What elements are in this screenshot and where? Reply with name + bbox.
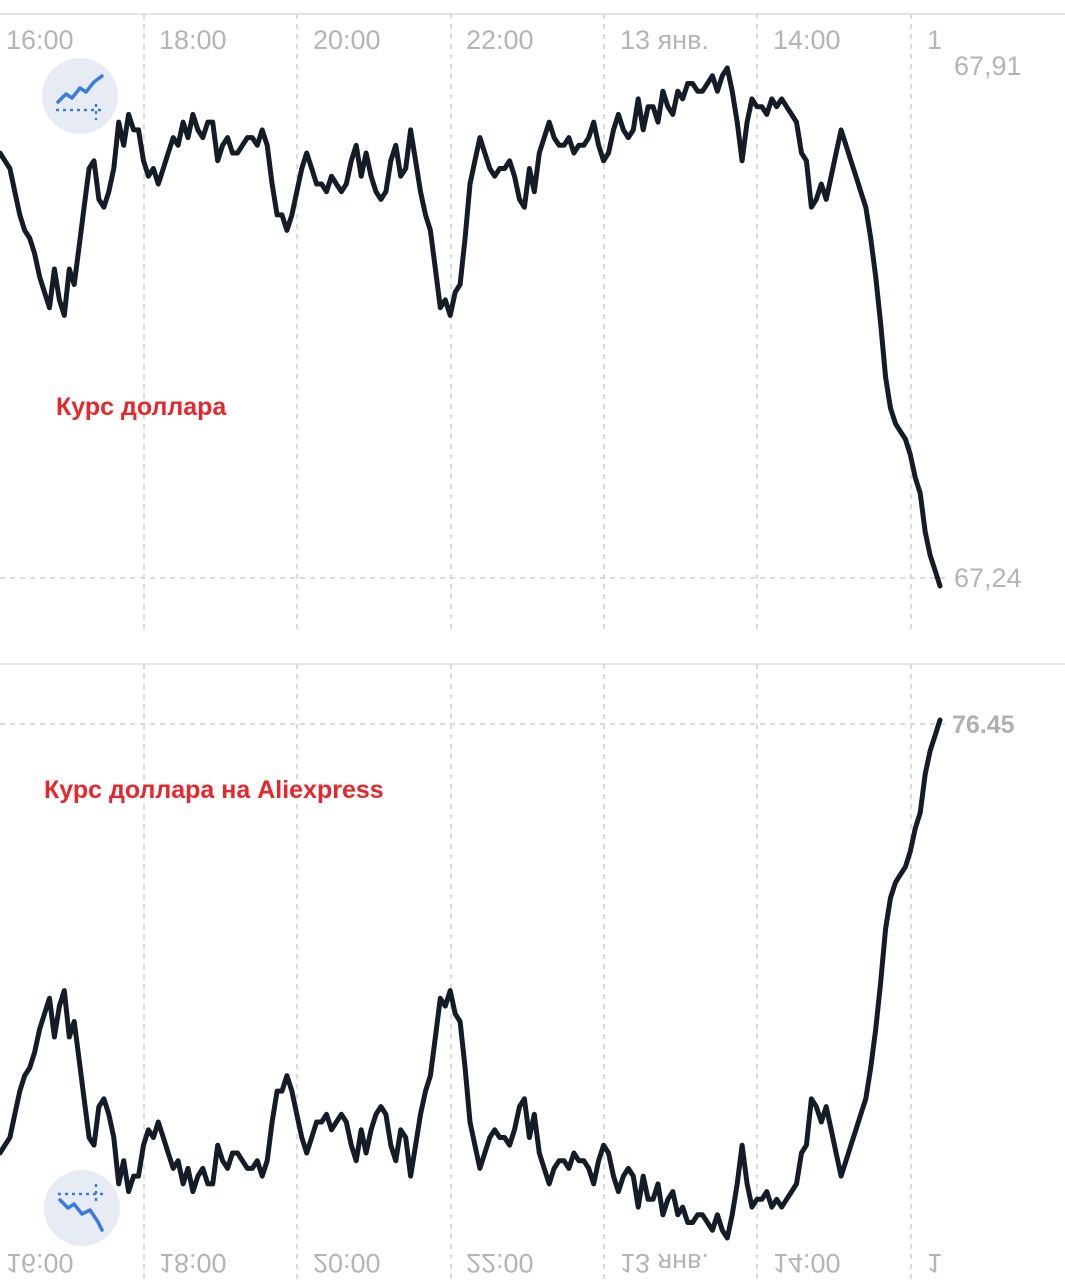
x-tick-label-2: 20:00 [313,25,381,55]
vertical-gridlines [143,14,912,632]
chart-panel-aliexpress-rate: 76.45 16:00 18:00 20:00 22:00 13 янв. 14:00 1 … [0,640,1065,1280]
chart-trend-up-icon[interactable] [42,58,118,134]
x-tick-label-0: 16:00 [6,25,74,55]
chart-trend-down-icon[interactable] [44,1170,120,1246]
x-tick-label-4: 13 янв. [620,25,709,55]
x-tick-label-mirrored-0: 16:00 [6,1248,74,1278]
x-tick-label-6: 1 [927,25,942,55]
series-line-aliexpress-rate [0,717,943,1241]
chart-caption: Курс доллара на Aliexpress [44,776,384,804]
x-axis-ticks-mirrored: 16:00 18:00 20:00 22:00 13 янв. 14:00 1 [6,1248,942,1278]
x-tick-label-5: 14:00 [773,25,841,55]
x-tick-label-mirrored-2: 20:00 [313,1248,381,1278]
x-tick-label-mirrored-6: 1 [927,1248,942,1278]
y-tick-label-upper: 76.45 [952,711,1015,739]
x-tick-label-1: 18:00 [159,25,227,55]
vertical-gridlines [143,664,912,1280]
x-tick-label-mirrored-3: 22:00 [466,1248,534,1278]
x-tick-label-mirrored-5: 14:00 [773,1248,841,1278]
chart-aliexpress-rate: 76.45 16:00 18:00 20:00 22:00 13 янв. 14:00 1 [0,663,1065,1280]
chart-caption: Курс доллара [56,393,227,421]
series-line-usd-rate [0,65,943,589]
x-tick-label-mirrored-4: 13 янв. [620,1248,709,1278]
y-tick-label-lower: 67,24 [954,563,1022,593]
x-tick-label-mirrored-1: 18:00 [159,1248,227,1278]
y-tick-label-upper: 67,91 [954,51,1022,81]
chart-usd-rate: 16:00 18:00 20:00 22:00 13 янв. 14:00 1 67,91 … [0,13,1065,632]
x-tick-label-3: 22:00 [466,25,534,55]
chart-panel-usd-rate: 16:00 18:00 20:00 22:00 13 янв. 14:00 1 67,91 … [0,13,1065,632]
x-axis-ticks: 16:00 18:00 20:00 22:00 13 янв. 14:00 1 [6,25,942,55]
